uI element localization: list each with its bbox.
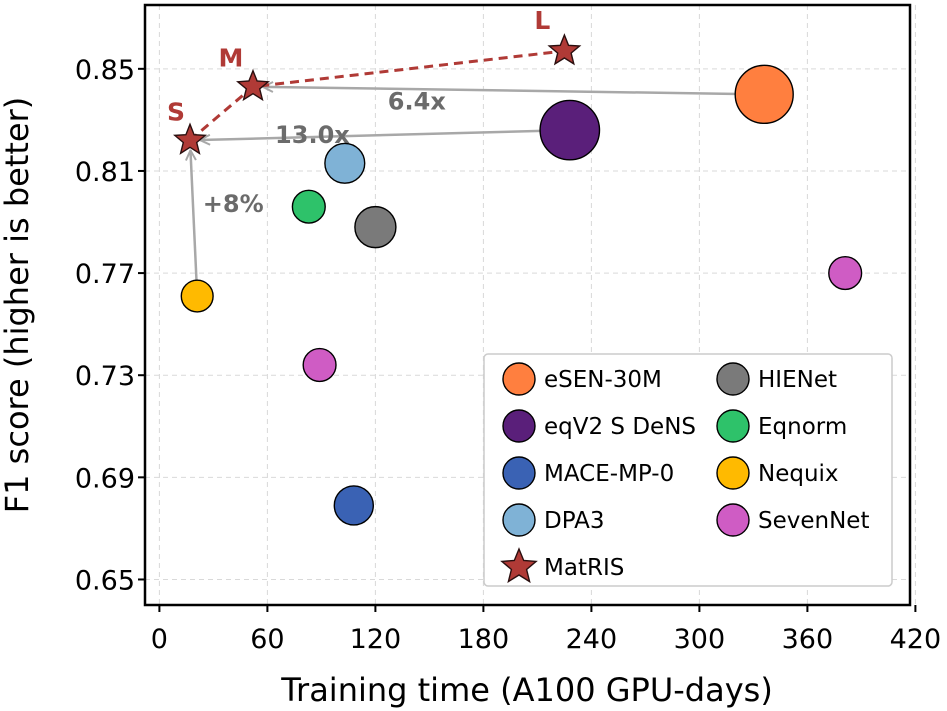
y-tick-label: 0.85 bbox=[75, 55, 135, 86]
legend-label: SevenNet bbox=[758, 508, 869, 534]
legend: eSEN-30M eqV2 S DeNS MACE-MP-0 DPA3 MatRIS HI… bbox=[483, 353, 893, 587]
x-tick-label: 420 bbox=[890, 624, 942, 655]
axis-ticks: 0 60 120 180 240 300 360 420 0.65 0.69 0.73 0.77 0.8… bbox=[75, 55, 941, 655]
legend-marker-hienet bbox=[716, 362, 750, 396]
matris-size-label: L bbox=[534, 6, 550, 35]
matris-size-label: M bbox=[219, 44, 244, 73]
point-mace-mp-0 bbox=[333, 485, 374, 526]
data-points bbox=[180, 64, 863, 526]
legend-label: Eqnorm bbox=[758, 414, 847, 440]
point-eqnorm bbox=[291, 189, 326, 224]
x-tick-label: 300 bbox=[674, 624, 726, 655]
legend-marker-eqnorm bbox=[716, 409, 750, 443]
point-eqv2-s-dens bbox=[539, 99, 601, 161]
annotation-label: 6.4x bbox=[388, 88, 447, 116]
x-tick-label: 60 bbox=[250, 624, 284, 655]
y-axis-title: F1 score (higher is better) bbox=[0, 97, 36, 514]
annotation-arrow bbox=[200, 128, 570, 140]
legend-marker-esen-30m bbox=[502, 362, 536, 396]
legend-marker-mace-mp-0 bbox=[502, 456, 536, 490]
y-tick-label: 0.73 bbox=[75, 361, 135, 392]
matris-series: S M L bbox=[167, 6, 582, 155]
star-matris-s bbox=[173, 122, 207, 155]
star-matris-l bbox=[547, 33, 582, 66]
point-sevennet bbox=[828, 255, 863, 291]
legend-label: MACE-MP-0 bbox=[544, 461, 674, 487]
legend-marker-nequix bbox=[716, 456, 750, 490]
star-matris-m bbox=[236, 68, 270, 102]
point-esen-30m bbox=[734, 64, 794, 125]
legend-label: HIENet bbox=[758, 367, 837, 393]
point-nequix bbox=[180, 279, 214, 313]
point-sevennet bbox=[302, 347, 337, 383]
plot-frame bbox=[143, 3, 912, 607]
x-tick-label: 360 bbox=[782, 624, 834, 655]
x-tick-label: 240 bbox=[566, 624, 618, 655]
annotation-arrow bbox=[190, 150, 199, 297]
point-hienet bbox=[354, 205, 397, 249]
x-axis-title: Training time (A100 GPU-days) bbox=[280, 671, 773, 709]
legend-marker-sevennet bbox=[716, 503, 750, 537]
legend-label: eqV2 S DeNS bbox=[544, 414, 696, 440]
legend-marker-matris bbox=[500, 547, 538, 584]
point-dpa3 bbox=[324, 142, 366, 184]
legend-marker-eqv2-s-dens bbox=[502, 409, 536, 443]
legend-marker-dpa3 bbox=[502, 503, 536, 537]
y-tick-label: 0.81 bbox=[75, 157, 135, 188]
matris-size-label: S bbox=[167, 97, 185, 126]
x-tick-label: 180 bbox=[458, 624, 510, 655]
legend-label: MatRIS bbox=[544, 555, 624, 581]
legend-label: DPA3 bbox=[544, 508, 604, 534]
legend-label: eSEN-30M bbox=[544, 367, 662, 393]
y-tick-label: 0.65 bbox=[75, 565, 135, 596]
annotation-arrow bbox=[263, 87, 765, 96]
x-tick-label: 0 bbox=[151, 624, 168, 655]
x-tick-label: 120 bbox=[350, 624, 402, 655]
y-tick-label: 0.69 bbox=[75, 463, 135, 494]
legend-label: Nequix bbox=[758, 461, 839, 487]
legend-box bbox=[483, 353, 893, 587]
y-tick-label: 0.77 bbox=[75, 259, 135, 290]
annotation-label: +8% bbox=[203, 190, 264, 218]
